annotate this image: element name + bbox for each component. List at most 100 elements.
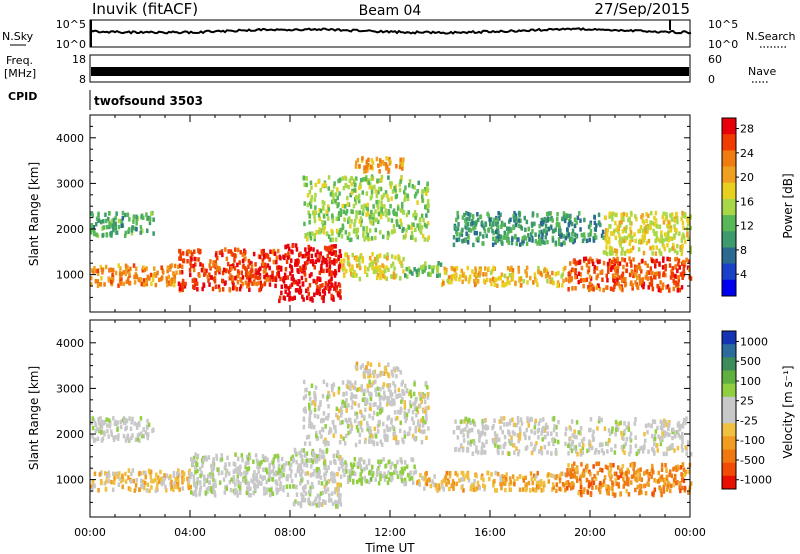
range-gate-cell (384, 162, 388, 167)
range-gate-cell (504, 441, 507, 447)
range-gate-cell (263, 262, 267, 268)
range-gate-cell (319, 208, 323, 214)
range-gate-cell (529, 275, 532, 281)
range-gate-cell (423, 486, 426, 491)
range-gate-cell (604, 232, 608, 237)
range-gate-cell (284, 253, 287, 258)
range-gate-cell (402, 391, 405, 397)
range-gate-cell (394, 194, 398, 200)
range-gate-cell (275, 479, 278, 484)
range-gate-cell (421, 198, 424, 203)
range-gate-cell (345, 183, 348, 188)
range-gate-cell (324, 281, 328, 286)
scatter-region-4 (416, 470, 567, 494)
range-gate-cell (554, 271, 558, 277)
range-gate-cell (473, 225, 477, 230)
range-gate-cell (124, 263, 128, 269)
range-gate-cell (458, 478, 461, 483)
range-gate-cell (93, 483, 96, 489)
range-gate-cell (659, 238, 662, 244)
nsky-tick-bottom: 10^0 (56, 38, 86, 51)
range-gate-cell (215, 456, 219, 461)
range-gate-cell (579, 452, 583, 457)
range-gate-cell (537, 481, 541, 486)
range-gate-cell (614, 267, 617, 272)
range-gate-cell (339, 212, 343, 217)
range-gate-cell (579, 227, 582, 232)
range-gate-cell (456, 472, 459, 478)
range-gate-cell (600, 417, 603, 423)
time-tick-label: 00:00 (674, 526, 706, 539)
range-gate-cell (335, 285, 338, 290)
range-gate-cell (305, 463, 309, 468)
range-gate-cell (334, 198, 337, 204)
range-gate-cell (502, 222, 505, 227)
range-gate-cell (368, 214, 371, 220)
range-gate-cell (485, 277, 489, 283)
range-gate-cell (174, 484, 178, 489)
range-gate-cell (370, 433, 373, 438)
range-gate-cell (512, 224, 516, 230)
range-gate-cell (336, 195, 339, 201)
range-gate-cell (575, 220, 578, 225)
range-gate-cell (102, 421, 105, 426)
colorbar-swatch (722, 475, 736, 490)
range-gate-cell (614, 248, 617, 253)
range-gate-cell (205, 478, 209, 484)
range-gate-cell (386, 427, 390, 433)
range-gate-cell (327, 413, 330, 418)
range-gate-cell (610, 474, 613, 479)
range-gate-cell (368, 439, 371, 444)
range-gate-cell (376, 254, 379, 260)
range-gate-cell (217, 284, 221, 289)
range-gate-cell (397, 387, 401, 393)
range-gate-cell (138, 432, 141, 437)
range-gate-cell (423, 237, 426, 242)
range-gate-cell (378, 169, 381, 174)
range-gate-cell (461, 477, 464, 482)
range-gate-cell (614, 212, 617, 218)
range-gate-cell (666, 231, 670, 236)
range-gate-cell (639, 225, 643, 230)
range-gate-cell (348, 178, 352, 184)
range-gate-cell (360, 428, 364, 433)
range-gate-cell (349, 421, 353, 426)
range-gate-cell (277, 273, 281, 279)
range-gate-cell (526, 280, 529, 285)
range-gate-cell (350, 190, 354, 196)
range-gate-cell (304, 409, 307, 414)
range-gate-cell (156, 481, 159, 487)
range-gate-cell (292, 277, 295, 283)
range-gate-cell (537, 421, 541, 426)
range-gate-cell (659, 487, 662, 492)
range-gate-cell (666, 446, 670, 452)
range-gate-cell (172, 487, 175, 493)
range-gate-cell (644, 275, 647, 280)
colorbar-swatch (722, 150, 736, 168)
range-gate-cell (345, 405, 348, 410)
range-gate-cell (118, 476, 122, 482)
range-gate-cell (114, 221, 117, 227)
range-gate-cell (356, 479, 359, 485)
range-gate-cell (464, 238, 467, 243)
range-gate-cell (564, 441, 567, 447)
range-gate-cell (651, 491, 654, 497)
range-gate-cell (379, 439, 383, 444)
range-gate-cell (413, 406, 417, 412)
range-gate-cell (471, 218, 474, 224)
range-gate-cell (277, 458, 280, 463)
range-gate-cell (358, 457, 361, 463)
range-gate-cell (234, 276, 237, 281)
range-gate-cell (517, 210, 521, 216)
range-gate-cell (473, 220, 476, 226)
range-gate-cell (422, 394, 425, 399)
range-gate-cell (522, 279, 525, 284)
range-gate-cell (266, 469, 269, 475)
range-gate-cell (324, 259, 327, 265)
range-gate-cell (301, 281, 305, 286)
range-gate-cell (619, 237, 622, 243)
range-gate-cell (121, 484, 124, 490)
range-gate-cell (337, 216, 340, 221)
range-gate-cell (218, 287, 221, 293)
range-gate-cell (173, 282, 176, 288)
